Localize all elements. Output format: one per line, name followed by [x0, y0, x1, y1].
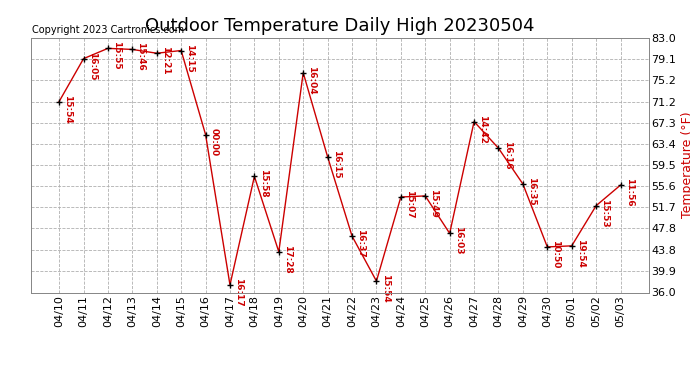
Text: 16:16: 16:16	[502, 141, 512, 170]
Text: 15:46: 15:46	[137, 42, 146, 71]
Text: 15:55: 15:55	[112, 41, 121, 70]
Text: 15:07: 15:07	[405, 190, 414, 219]
Text: 00:00: 00:00	[210, 128, 219, 156]
Text: 15:49: 15:49	[429, 189, 438, 218]
Y-axis label: Temperature (°F): Temperature (°F)	[680, 112, 690, 218]
Text: 16:04: 16:04	[307, 66, 317, 94]
Text: 15:54: 15:54	[381, 274, 390, 303]
Text: 16:37: 16:37	[356, 229, 365, 258]
Text: 17:28: 17:28	[283, 245, 292, 274]
Text: 16:17: 16:17	[234, 278, 243, 307]
Text: 15:53: 15:53	[600, 199, 609, 227]
Text: 16:05: 16:05	[88, 52, 97, 80]
Text: 16:35: 16:35	[527, 177, 536, 206]
Text: 16:15: 16:15	[332, 150, 341, 178]
Text: 15:54: 15:54	[63, 94, 72, 123]
Title: Outdoor Temperature Daily High 20230504: Outdoor Temperature Daily High 20230504	[145, 16, 535, 34]
Text: 11:56: 11:56	[624, 178, 633, 207]
Text: 15:58: 15:58	[259, 170, 268, 198]
Text: Copyright 2023 Cartronics.com: Copyright 2023 Cartronics.com	[32, 25, 184, 35]
Text: 16:03: 16:03	[454, 226, 463, 255]
Text: 14:42: 14:42	[478, 115, 487, 144]
Text: 14:15: 14:15	[186, 44, 195, 72]
Text: 12:21: 12:21	[161, 46, 170, 75]
Text: 10:50: 10:50	[551, 240, 560, 268]
Text: 19:54: 19:54	[576, 239, 585, 268]
